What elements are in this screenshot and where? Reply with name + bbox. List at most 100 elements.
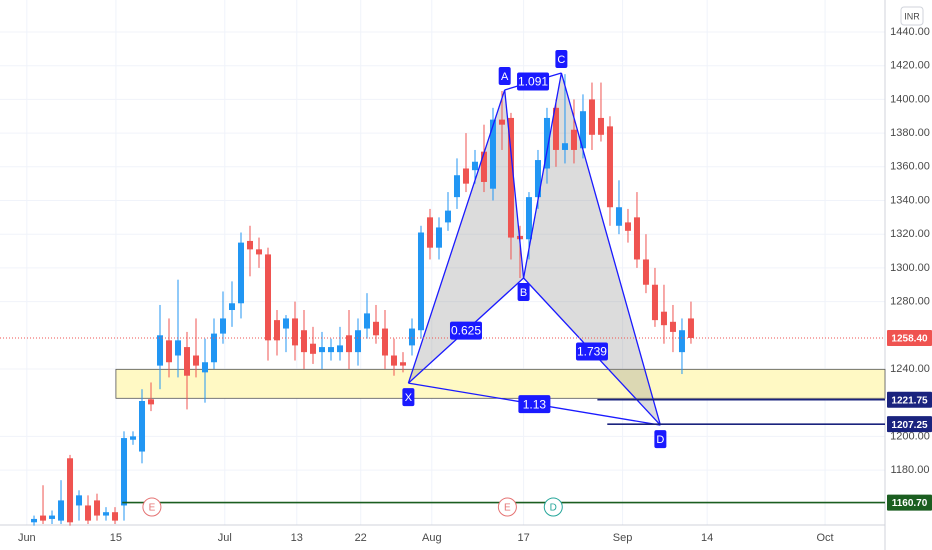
- candle-body: [552, 107, 559, 150]
- point-label: X: [405, 392, 413, 404]
- ratio-label: 1.13: [523, 397, 547, 411]
- candle-body: [561, 143, 568, 150]
- candle-body: [597, 117, 604, 135]
- candle-body: [336, 345, 343, 353]
- candle-body: [300, 330, 307, 353]
- candle-body: [58, 500, 65, 521]
- candle-body: [327, 347, 334, 353]
- candle-body: [318, 347, 325, 353]
- candle-body: [399, 362, 406, 366]
- point-box: [402, 388, 415, 407]
- candle-body: [489, 119, 496, 189]
- candle-body: [651, 284, 658, 321]
- candle-body: [624, 222, 631, 231]
- candle-body: [193, 355, 200, 366]
- x-tick-label: 13: [291, 532, 303, 544]
- candle-body: [615, 207, 622, 226]
- candle-body: [372, 321, 379, 336]
- candle-body: [642, 259, 649, 285]
- candle-body: [453, 175, 460, 198]
- candle-body: [660, 311, 667, 326]
- x-tick-label: 17: [517, 532, 529, 544]
- x-tick-label: Sep: [613, 532, 633, 544]
- candle-body: [238, 242, 245, 304]
- point-label: A: [501, 71, 509, 83]
- candle-body: [507, 117, 514, 238]
- candle-body: [435, 227, 442, 248]
- y-tick-label: 1440.00: [890, 26, 930, 38]
- y-tick-label: 1340.00: [890, 194, 930, 206]
- x-tick-label: 22: [355, 532, 367, 544]
- point-label: C: [557, 54, 565, 66]
- ratio-box: [575, 342, 608, 361]
- price-label-bg: [887, 494, 932, 511]
- event-label: D: [550, 503, 557, 514]
- y-tick-label: 1360.00: [890, 161, 930, 173]
- y-tick-label: 1280.00: [890, 295, 930, 307]
- y-tick-label: 1320.00: [890, 228, 930, 240]
- candle-body: [220, 318, 227, 334]
- candle-body: [247, 240, 254, 250]
- candle-body: [390, 355, 397, 366]
- event-marker: [497, 497, 517, 517]
- price-label-bg: [887, 391, 932, 408]
- currency-label: INR: [904, 11, 920, 21]
- y-tick-label: 1200.00: [890, 430, 930, 442]
- event-marker: [142, 497, 162, 517]
- y-tick-label: 1400.00: [890, 93, 930, 105]
- candle-body: [462, 168, 469, 184]
- candle-body: [166, 340, 173, 363]
- currency-box: [900, 6, 924, 26]
- candle-body: [103, 512, 110, 516]
- candle-body: [76, 495, 83, 506]
- y-tick-label: 1300.00: [890, 262, 930, 274]
- point-box: [517, 283, 530, 302]
- candle-body: [426, 217, 433, 248]
- candle-body: [570, 129, 577, 150]
- ratio-box: [517, 72, 550, 91]
- point-box: [654, 430, 667, 449]
- candle-body: [543, 117, 550, 169]
- price-label-bg: [887, 416, 932, 433]
- candle-body: [579, 111, 586, 149]
- candle-body: [345, 335, 352, 353]
- candle-body: [606, 126, 613, 208]
- support-zone: [115, 368, 886, 399]
- ratio-box: [518, 395, 551, 414]
- candle-body: [31, 518, 38, 523]
- ratio-label: 1.091: [518, 75, 548, 89]
- candle-body: [480, 151, 487, 182]
- price-label: 1258.40: [891, 334, 928, 345]
- candle-body: [148, 399, 155, 405]
- candle-body: [265, 254, 272, 341]
- candle-body: [157, 335, 164, 366]
- x-tick-label: 15: [110, 532, 122, 544]
- candle-body: [633, 217, 640, 260]
- x-tick-label: Jul: [218, 532, 232, 544]
- candle-body: [444, 210, 451, 223]
- candle-body: [229, 303, 236, 311]
- pattern-line: [407, 89, 506, 384]
- candle-body: [40, 515, 47, 521]
- candle-body: [363, 313, 370, 329]
- ratio-label: 0.625: [451, 324, 481, 338]
- candle-body: [49, 515, 56, 519]
- x-tick-label: 14: [701, 532, 713, 544]
- candle-body: [202, 362, 209, 373]
- candle-body: [211, 333, 218, 363]
- event-marker: [543, 497, 563, 517]
- candle-body: [67, 458, 74, 523]
- pattern-line: [504, 89, 525, 279]
- candle-body: [292, 318, 298, 346]
- candle-body: [417, 232, 424, 331]
- ratio-box: [449, 321, 482, 340]
- price-label: 1160.70: [892, 498, 928, 509]
- candle-body: [130, 436, 137, 440]
- candle-body: [94, 500, 101, 516]
- candle-body: [85, 505, 92, 521]
- candle-body: [471, 161, 478, 171]
- candle-body: [309, 343, 316, 354]
- price-label: 1221.75: [891, 395, 928, 406]
